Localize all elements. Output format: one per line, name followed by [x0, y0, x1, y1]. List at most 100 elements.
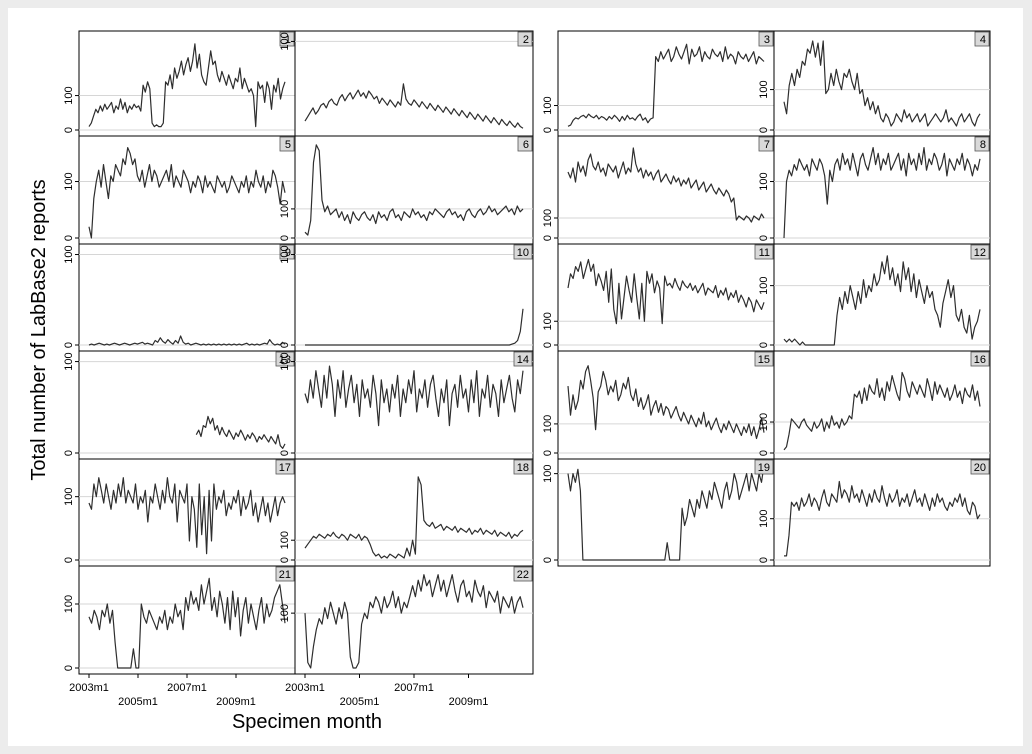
y-tick-label: 100: [758, 80, 770, 98]
series-line: [88, 43, 286, 128]
y-tick-label: 0: [63, 127, 75, 133]
y-tick-label: 0: [542, 557, 554, 563]
y-tick-label: 0: [542, 127, 554, 133]
y-tick-label: 0: [758, 557, 770, 563]
y-tick-label: 100: [542, 415, 554, 433]
panel-frame: [773, 135, 991, 245]
panel-number: 7: [764, 139, 770, 151]
panel-badge: [970, 244, 990, 260]
panel-frame: [773, 350, 991, 460]
panel-badge: [275, 351, 295, 367]
series-line: [88, 147, 286, 239]
panel-number: 4: [980, 34, 986, 46]
y-tick-label: 0: [758, 450, 770, 456]
series-line: [567, 43, 765, 127]
panel-frame: [294, 135, 534, 245]
panel-number: 5: [285, 139, 291, 151]
panel-frame: [78, 30, 296, 137]
y-tick-label: 100: [758, 172, 770, 190]
y-tick-label: 100: [542, 464, 554, 482]
panel-frame: [557, 30, 775, 137]
panel-number: 11: [759, 247, 770, 259]
panel-badge: [754, 459, 774, 475]
y-tick-label: 100: [63, 487, 75, 505]
panel-6: 0 100 6: [279, 135, 534, 245]
y-tick-label: 0: [63, 557, 75, 563]
panel-frame: [294, 30, 534, 137]
panel-badge: [513, 459, 533, 475]
series-line: [567, 365, 765, 440]
y-axis-title: Total number of LabBase2 reports: [28, 179, 50, 480]
y-tick-label: 0: [63, 342, 75, 348]
panel-11: 0 100 11: [542, 243, 775, 352]
panel-number: 6: [523, 139, 529, 151]
y-tick-label: 0: [758, 127, 770, 133]
panel-frame: [78, 135, 296, 245]
series-line: [567, 464, 765, 561]
panel-8: 0 100 8: [758, 135, 991, 245]
panel-frame: [557, 135, 775, 245]
panel-frame: [557, 350, 775, 460]
panel-frame: [294, 350, 534, 460]
y-tick-label: 100: [542, 209, 554, 227]
panel-16: 0 100 16: [758, 350, 991, 460]
panel-12: 0 100 12: [758, 243, 991, 352]
y-tick-label: 0: [279, 450, 291, 456]
panel-badge: [513, 351, 533, 367]
y-tick-label: 100: [279, 352, 291, 370]
y-tick-label: 100: [279, 245, 291, 263]
y-tick-label: 100: [758, 510, 770, 528]
panel-badge: [758, 31, 774, 47]
panel-frame: [773, 30, 991, 137]
panel-badge: [279, 244, 295, 260]
panel-badge: [758, 136, 774, 152]
series-line: [783, 147, 981, 239]
panel-number: 8: [980, 139, 986, 151]
x-tick-label: 2005m1: [340, 696, 380, 708]
x-tick-label: 2007m1: [394, 682, 434, 694]
x-tick-label: 2009m1: [216, 696, 256, 708]
figure: 0 100 1 100 2 0 100 3 0 100 4 0 100 5 0 100 6 0 100 7 0 100 8 0…: [8, 8, 1023, 746]
panel-frame: [78, 350, 296, 460]
panel-frame: [773, 458, 991, 567]
panel-badge: [513, 244, 533, 260]
panel-4: 0 100 4: [758, 30, 991, 137]
panel-frame: [557, 243, 775, 352]
panel-badge: [754, 351, 774, 367]
series-line: [783, 371, 981, 451]
y-tick-label: 100: [758, 276, 770, 294]
series-line: [195, 415, 286, 449]
x-tick-label: 2003m1: [69, 682, 109, 694]
panel-18: 0 100 18: [279, 458, 534, 567]
series-line: [783, 40, 981, 127]
panel-number: 21: [279, 569, 291, 581]
panel-badge: [974, 31, 990, 47]
series-line: [304, 476, 524, 559]
panel-number: 22: [517, 569, 529, 581]
series-line: [88, 577, 286, 669]
series-line: [304, 144, 524, 236]
y-tick-label: 0: [542, 342, 554, 348]
y-tick-label: 0: [63, 235, 75, 241]
panel-number: 2: [523, 34, 529, 46]
series-line: [783, 255, 981, 346]
panel-20: 0 100 20: [758, 458, 991, 567]
panel-5: 0 100 5: [63, 135, 296, 245]
y-tick-label: 100: [63, 352, 75, 370]
panel-number: 14: [517, 354, 529, 366]
x-tick-label: 2003m1: [285, 682, 325, 694]
panel-number: 15: [758, 354, 770, 366]
panel-17: 0 100 17: [63, 458, 296, 567]
panel-badge: [279, 31, 295, 47]
series-line: [567, 147, 765, 223]
y-tick-label: 0: [279, 235, 291, 241]
panel-badge: [275, 566, 295, 582]
y-tick-label: 100: [279, 604, 291, 622]
panel-number: 10: [517, 247, 529, 259]
panel-number: 19: [758, 462, 770, 474]
panel-badge: [513, 566, 533, 582]
panel-15: 0 100 15: [542, 350, 775, 460]
